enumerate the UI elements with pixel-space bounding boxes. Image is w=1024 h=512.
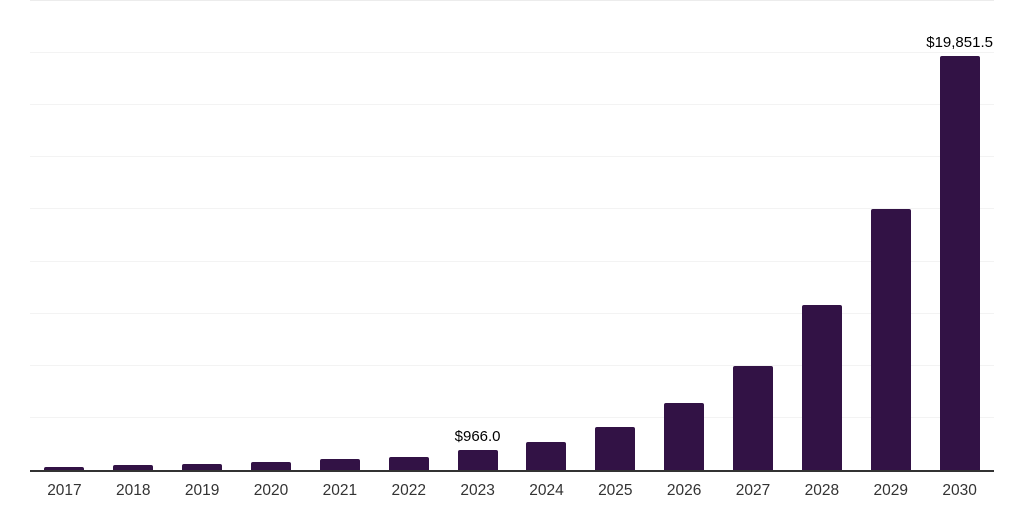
- bar-cell-2026: [650, 1, 719, 470]
- bar-cell-2019: [168, 1, 237, 470]
- data-label-2023: $966.0: [454, 427, 501, 445]
- bar-2026: [664, 402, 705, 470]
- x-tick-label-2026: 2026: [666, 482, 702, 499]
- bar-2028: [801, 304, 842, 470]
- gridline: [30, 312, 994, 314]
- bar-cell-2028: [787, 1, 856, 470]
- x-tick-label-2021: 2021: [322, 482, 358, 499]
- bar-cell-2030: $19,851.5: [925, 1, 994, 470]
- gridline: [30, 208, 994, 210]
- x-tick-label-2017: 2017: [47, 482, 82, 499]
- gridline: [30, 52, 994, 54]
- gridline: [30, 156, 994, 158]
- x-tick-label-2025: 2025: [598, 482, 633, 499]
- x-axis-line: [30, 470, 994, 472]
- x-tick-label-2024: 2024: [529, 482, 564, 499]
- bar-2025: [595, 427, 636, 470]
- bar-2019: [182, 463, 223, 470]
- bar-cell-2022: [374, 1, 443, 470]
- x-tick-label-2027: 2027: [735, 482, 771, 499]
- bar-cell-2017: [30, 1, 99, 470]
- bar-2024: [526, 441, 567, 470]
- bars-row: $966.0 $19,851.5: [30, 1, 994, 470]
- bar-cell-2023: $966.0: [443, 1, 512, 470]
- bar-2023: [457, 449, 498, 470]
- x-tick-label-2023: 2023: [460, 482, 495, 499]
- gridline: [30, 104, 994, 106]
- bar-cell-2018: [99, 1, 168, 470]
- bar-cell-2025: [581, 1, 650, 470]
- bar-2022: [388, 456, 429, 470]
- bar-2030: [939, 56, 980, 470]
- bar-2021: [319, 459, 360, 470]
- bar-cell-2024: [512, 1, 581, 470]
- x-tick-label-2030: 2030: [942, 482, 977, 499]
- plot-area: $966.0 $19,851.5: [30, 0, 994, 472]
- bar-cell-2029: [856, 1, 925, 470]
- x-tick-label-2018: 2018: [116, 482, 151, 499]
- bar-cell-2020: [237, 1, 306, 470]
- bar-2029: [870, 209, 911, 470]
- bar-2018: [113, 465, 154, 470]
- x-tick-label-2020: 2020: [253, 482, 289, 499]
- x-tick-label-2022: 2022: [391, 482, 426, 499]
- gridline: [30, 260, 994, 262]
- bar-cell-2027: [719, 1, 788, 470]
- gridline: [30, 416, 994, 418]
- x-axis-tick-labels: 2017 2018 2019 2020 2021 2022 2023 2024 2025 2026…: [30, 481, 994, 500]
- data-label-2030: $19,851.5: [926, 34, 993, 52]
- bar-2017: [44, 466, 85, 470]
- gridline: [30, 364, 994, 366]
- gridline: [30, 0, 994, 1]
- bar-cell-2021: [305, 1, 374, 470]
- bar-2020: [251, 462, 291, 470]
- bar-2027: [733, 366, 774, 470]
- x-tick-label-2029: 2029: [873, 482, 908, 499]
- x-tick-label-2019: 2019: [184, 482, 220, 499]
- x-tick-label-2028: 2028: [804, 482, 840, 499]
